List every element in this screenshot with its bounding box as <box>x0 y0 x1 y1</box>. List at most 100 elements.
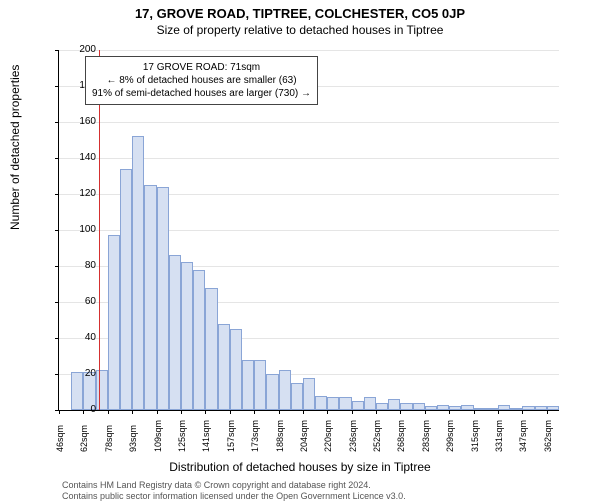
xtick-label: 268sqm <box>396 420 406 452</box>
histogram-bar <box>120 169 132 410</box>
xtick-label: 283sqm <box>421 420 431 452</box>
histogram-bar <box>535 406 547 410</box>
xtick-label: 46sqm <box>55 425 65 452</box>
xtick-mark <box>400 410 401 414</box>
histogram-bar <box>132 136 144 410</box>
page-subtitle: Size of property relative to detached ho… <box>0 21 600 37</box>
xtick-label: 93sqm <box>128 425 138 452</box>
info-box: 17 GROVE ROAD: 71sqm← 8% of detached hou… <box>85 56 318 105</box>
xtick-mark <box>279 410 280 414</box>
xtick-mark <box>522 410 523 414</box>
ytick-label: 120 <box>56 188 96 199</box>
xtick-label: 78sqm <box>104 425 114 452</box>
histogram-bar <box>388 399 400 410</box>
footer-line-1: Contains HM Land Registry data © Crown c… <box>62 480 406 491</box>
histogram-bar <box>486 408 498 410</box>
histogram-bar <box>522 406 534 410</box>
histogram-bar <box>230 329 242 410</box>
xtick-label: 62sqm <box>79 425 89 452</box>
ytick-label: 100 <box>56 224 96 235</box>
histogram-bar <box>474 408 486 410</box>
xtick-label: 109sqm <box>153 420 163 452</box>
xtick-mark <box>474 410 475 414</box>
xtick-mark <box>425 410 426 414</box>
histogram-bar <box>157 187 169 410</box>
histogram-bar <box>181 262 193 410</box>
histogram-bar <box>144 185 156 410</box>
xtick-mark <box>108 410 109 414</box>
histogram-bar <box>205 288 217 410</box>
xtick-label: 331sqm <box>494 420 504 452</box>
xtick-mark <box>157 410 158 414</box>
histogram-bar <box>254 360 266 410</box>
xtick-mark <box>352 410 353 414</box>
xtick-label: 125sqm <box>177 420 187 452</box>
histogram-bar <box>461 405 473 410</box>
ytick-label: 60 <box>56 296 96 307</box>
ytick-label: 0 <box>56 404 96 415</box>
ytick-label: 160 <box>56 116 96 127</box>
page-title: 17, GROVE ROAD, TIPTREE, COLCHESTER, CO5… <box>0 0 600 21</box>
xtick-label: 315sqm <box>470 420 480 452</box>
histogram-bar <box>279 370 291 410</box>
histogram-bar <box>169 255 181 410</box>
xtick-label: 252sqm <box>372 420 382 452</box>
info-box-line: 17 GROVE ROAD: 71sqm <box>92 61 311 74</box>
xtick-mark <box>230 410 231 414</box>
xtick-label: 362sqm <box>543 420 553 452</box>
ytick-label: 40 <box>56 332 96 343</box>
xtick-mark <box>254 410 255 414</box>
xtick-label: 157sqm <box>226 420 236 452</box>
xtick-mark <box>205 410 206 414</box>
histogram-bar <box>315 396 327 410</box>
xtick-mark <box>449 410 450 414</box>
histogram-bar <box>193 270 205 410</box>
histogram-bar <box>400 403 412 410</box>
ytick-label: 200 <box>56 44 96 55</box>
histogram-bar <box>413 403 425 410</box>
histogram-bar <box>364 397 376 410</box>
info-box-line: ← 8% of detached houses are smaller (63) <box>92 74 311 87</box>
y-axis-label: Number of detached properties <box>8 65 22 230</box>
histogram-bar <box>108 235 120 410</box>
xtick-label: 220sqm <box>323 420 333 452</box>
xtick-mark <box>303 410 304 414</box>
histogram-bar <box>437 405 449 410</box>
xtick-mark <box>547 410 548 414</box>
xtick-label: 141sqm <box>201 420 211 452</box>
xtick-mark <box>132 410 133 414</box>
histogram-bar <box>510 408 522 410</box>
gridline <box>59 50 559 51</box>
histogram-bar <box>218 324 230 410</box>
histogram-bar <box>242 360 254 410</box>
histogram-bar <box>376 403 388 410</box>
histogram-bar <box>547 406 559 410</box>
xtick-mark <box>327 410 328 414</box>
histogram-bar <box>339 397 351 410</box>
footer-attribution: Contains HM Land Registry data © Crown c… <box>62 480 406 502</box>
histogram-bar <box>96 370 108 410</box>
xtick-label: 204sqm <box>299 420 309 452</box>
xtick-label: 236sqm <box>348 420 358 452</box>
x-axis-label: Distribution of detached houses by size … <box>0 460 600 474</box>
histogram-bar <box>327 397 339 410</box>
xtick-label: 299sqm <box>445 420 455 452</box>
histogram-bar <box>449 406 461 410</box>
xtick-label: 173sqm <box>250 420 260 452</box>
histogram-bar <box>303 378 315 410</box>
xtick-label: 347sqm <box>518 420 528 452</box>
histogram-bar <box>498 405 510 410</box>
gridline <box>59 122 559 123</box>
histogram-bar <box>266 374 278 410</box>
xtick-mark <box>376 410 377 414</box>
info-box-line: 91% of semi-detached houses are larger (… <box>92 87 311 100</box>
xtick-mark <box>181 410 182 414</box>
ytick-label: 140 <box>56 152 96 163</box>
xtick-label: 188sqm <box>275 420 285 452</box>
histogram-bar <box>352 401 364 410</box>
ytick-label: 80 <box>56 260 96 271</box>
histogram-bar <box>425 406 437 410</box>
histogram-bar <box>291 383 303 410</box>
xtick-mark <box>498 410 499 414</box>
ytick-label: 20 <box>56 368 96 379</box>
